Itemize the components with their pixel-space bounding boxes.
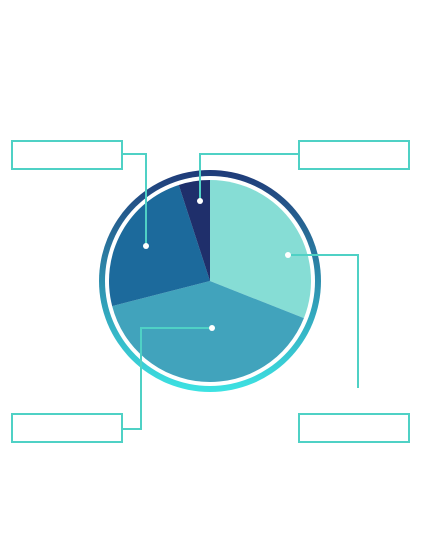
anchor-dot-bottom-left — [209, 325, 215, 331]
callout-box-top-left — [11, 140, 123, 170]
callout-box-bottom-left — [11, 413, 123, 443]
anchor-dot-top-left — [143, 243, 149, 249]
pie-slice-2 — [112, 281, 304, 383]
connector-right — [288, 254, 359, 388]
connector-top-right — [199, 153, 298, 201]
connector-top-left — [123, 153, 147, 246]
anchor-dot-top-right — [197, 198, 203, 204]
pie-slice-4 — [178, 180, 210, 281]
pie-slice-3 — [108, 184, 210, 307]
pie-slice-1 — [210, 179, 312, 319]
pie-slices — [108, 179, 312, 383]
anchor-dot-right — [285, 252, 291, 258]
callout-box-bottom-right — [298, 413, 410, 443]
callout-box-top-right — [298, 140, 410, 170]
callout-connectors — [123, 153, 359, 430]
connector-bottom-left — [123, 327, 212, 430]
